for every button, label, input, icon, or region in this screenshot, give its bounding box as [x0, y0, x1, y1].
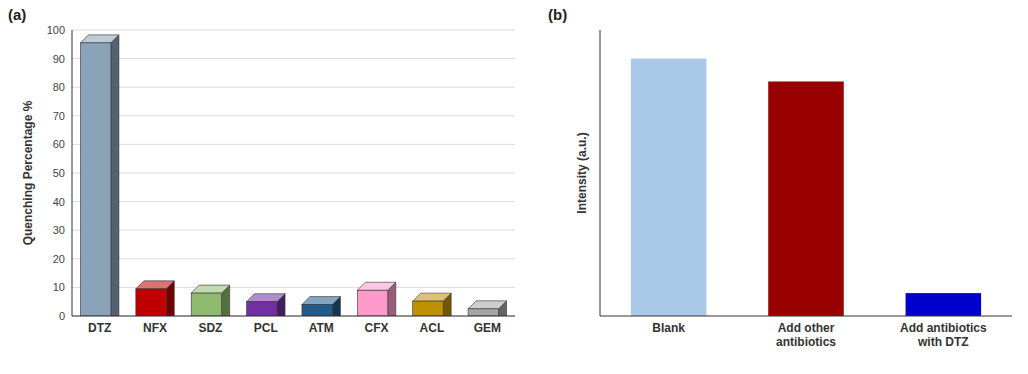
grid-line — [72, 316, 515, 317]
x-tick-label: PCL — [254, 321, 278, 335]
y-axis-label: Intensity (a.u.) — [575, 132, 589, 213]
bar-top — [247, 294, 285, 302]
x-tick-label: Add antibioticswith DTZ — [900, 321, 987, 349]
chart-panel: (b) Blank Add otherantibiotics Add antibiot… — [548, 6, 1012, 349]
bar — [768, 81, 844, 316]
x-axis-line — [600, 316, 1012, 317]
panel-label: (b) — [548, 6, 567, 23]
grid-line — [72, 258, 515, 259]
x-tick-label: DTZ — [88, 321, 111, 335]
x-tick-label-line: Add other — [778, 321, 835, 335]
grid-line — [72, 230, 515, 231]
x-tick-label-line: Blank — [652, 321, 685, 335]
bar — [413, 301, 443, 316]
figure: (a) 0 10 20 30 40 50 60 70 80 90 100 DTZ NFX SDZ PCL ATM… — [0, 0, 1028, 374]
x-tick-label-line: GEM — [474, 321, 501, 335]
y-tick-label: 90 — [53, 53, 65, 65]
x-tick-label-line: antibiotics — [776, 335, 836, 349]
y-axis-label: Quenching Percentage % — [21, 100, 35, 245]
y-tick-label: 10 — [53, 281, 65, 293]
x-tick-label: SDZ — [198, 321, 222, 335]
bar-top — [357, 282, 395, 290]
x-tick-label-line: PCL — [254, 321, 278, 335]
bar-side — [111, 35, 119, 316]
bar-top — [191, 285, 229, 293]
bar — [302, 305, 332, 316]
y-tick-label: 0 — [59, 310, 65, 322]
bar — [191, 293, 221, 316]
x-tick-label: GEM — [474, 321, 501, 335]
grid-line — [72, 115, 515, 116]
x-tick-label: ACL — [420, 321, 445, 335]
bar — [906, 293, 982, 316]
x-tick-label: NFX — [143, 321, 167, 335]
y-tick-label: 100 — [47, 24, 65, 36]
x-tick-label-line: with DTZ — [917, 335, 969, 349]
x-tick-label: CFX — [365, 321, 389, 335]
y-axis-line — [72, 30, 73, 316]
y-tick-label: 40 — [53, 196, 65, 208]
grid-line — [72, 201, 515, 202]
x-tick-label-line: ACL — [420, 321, 445, 335]
bar — [468, 309, 498, 316]
x-tick-label: Add otherantibiotics — [776, 321, 836, 349]
x-tick-label: ATM — [309, 321, 334, 335]
bars — [631, 59, 981, 316]
bar — [631, 59, 707, 316]
x-tick-label: Blank — [652, 321, 685, 335]
x-tick-label-line: NFX — [143, 321, 167, 335]
grid-line — [72, 87, 515, 88]
x-tick-label-line: CFX — [365, 321, 389, 335]
y-tick-label: 70 — [53, 110, 65, 122]
panel-label: (a) — [8, 6, 26, 23]
bar-top — [80, 35, 118, 43]
bar-top — [413, 293, 451, 301]
bar-top — [136, 281, 174, 289]
bar — [357, 290, 387, 316]
x-tick-label-line: ATM — [309, 321, 334, 335]
bar — [136, 289, 166, 316]
grid-line — [72, 173, 515, 174]
y-tick-label: 20 — [53, 253, 65, 265]
grid-line — [72, 30, 515, 31]
y-tick-label: 30 — [53, 224, 65, 236]
bar-top — [302, 297, 340, 305]
bar — [80, 43, 110, 316]
bar-top — [468, 301, 506, 309]
x-tick-label-line: DTZ — [88, 321, 111, 335]
grid-line — [72, 58, 515, 59]
x-tick-label-line: Add antibiotics — [900, 321, 987, 335]
grid-line — [72, 144, 515, 145]
y-axis-line — [600, 30, 601, 316]
y-tick-label: 80 — [53, 81, 65, 93]
x-axis-line — [72, 316, 515, 317]
chart-panel: (a) 0 10 20 30 40 50 60 70 80 90 100 DTZ NFX SDZ PCL ATM… — [8, 6, 515, 335]
y-tick-label: 60 — [53, 138, 65, 150]
y-tick-label: 50 — [53, 167, 65, 179]
bar — [247, 302, 277, 316]
bars — [80, 35, 506, 316]
x-tick-label-line: SDZ — [198, 321, 222, 335]
